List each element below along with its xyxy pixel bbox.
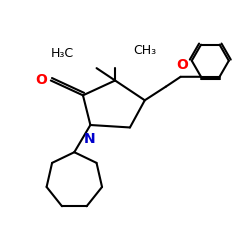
Text: O: O: [35, 74, 47, 88]
Text: O: O: [176, 58, 188, 72]
Text: N: N: [83, 132, 95, 146]
Text: H₃C: H₃C: [51, 47, 74, 60]
Text: CH₃: CH₃: [134, 44, 157, 57]
